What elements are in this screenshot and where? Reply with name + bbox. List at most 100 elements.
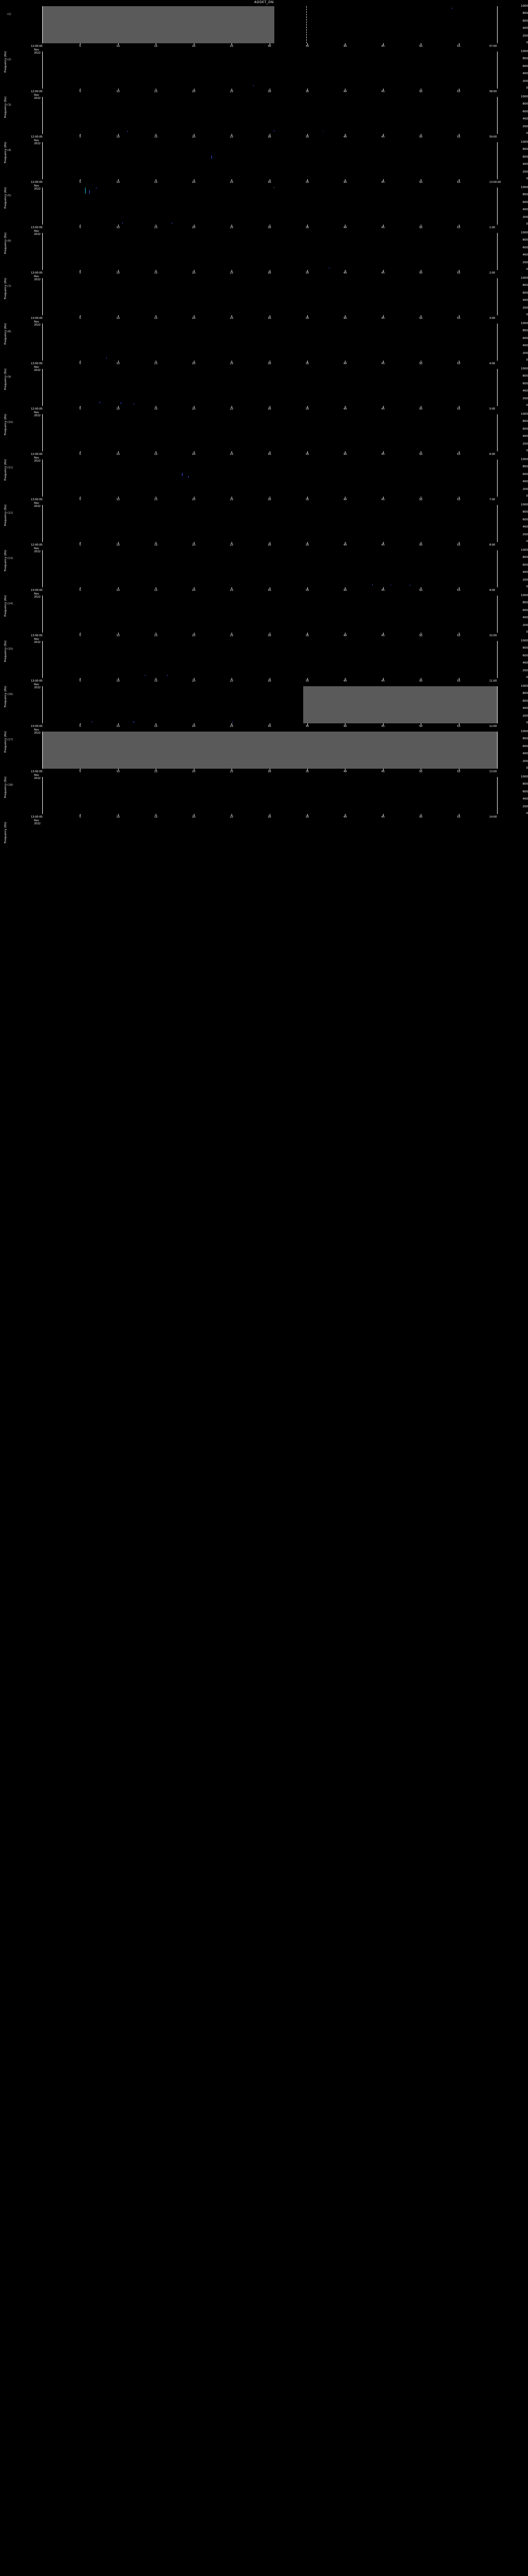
y-tick-minor-right [497, 249, 498, 250]
date-line: Nov [34, 502, 39, 505]
x-tick-label: 15 [154, 725, 158, 728]
y-tick-label: 800 [522, 783, 528, 786]
y-tick-minor [42, 423, 43, 424]
x-axis-end-label: 58:00 [489, 90, 497, 93]
y-tick-minor-right [497, 665, 498, 666]
x-tick-label: 20 [192, 362, 195, 365]
spectrogram-panel[interactable]: (10) Frequency (Hz) 0 200 400 600 800 1000 5 10 15… [0, 413, 528, 481]
y-tick-minor-right [497, 357, 498, 358]
y-tick-minor-right [497, 750, 498, 751]
y-tick-minor [42, 340, 43, 341]
spectrogram-panel[interactable]: (3) Frequency (Hz) 0 200 400 600 800 1000 5 10 15 2… [0, 95, 528, 163]
y-tick [42, 405, 43, 406]
y-tick-minor-right [497, 340, 498, 341]
x-tick-label: 40 [343, 226, 347, 229]
plot-area[interactable] [42, 278, 498, 315]
x-tick [118, 179, 119, 181]
x-tick-label: 40 [343, 634, 347, 637]
y-tick-label: 600 [522, 291, 528, 295]
y-tick-label: 600 [522, 336, 528, 340]
plot-area[interactable] [42, 188, 498, 225]
x-tick-label: 55 [457, 226, 460, 229]
y-tick-minor [42, 30, 43, 31]
y-tick [42, 66, 43, 67]
spectrogram-panel[interactable]: (5) Frequency (Hz) 0 200 400 600 800 1000 5 10 15 2… [0, 186, 528, 254]
spectrogram-panel[interactable]: (14) Frequency (Hz) 0 200 400 600 800 1000 5 10 15… [0, 594, 528, 662]
x-tick-label: 20 [192, 317, 195, 320]
spectrogram-panel[interactable]: (17) Frequency (Hz) 0 200 400 600 800 1000 5 10 15… [0, 730, 528, 798]
y-tick [42, 149, 43, 150]
y-tick-minor-right [497, 801, 498, 802]
plot-area[interactable] [42, 686, 498, 723]
plot-area[interactable] [42, 641, 498, 678]
x-axis-start-label: 13:00:00 [31, 362, 43, 365]
detection-mark [122, 222, 123, 224]
x-tick-label: 45 [381, 135, 385, 139]
y-tick-minor-right [497, 493, 498, 494]
plot-area[interactable] [42, 460, 498, 497]
date-line: 2022 [34, 505, 41, 508]
y-tick-minor [42, 657, 43, 658]
x-tick-label: 25 [229, 90, 234, 93]
x-axis-end-label: 11:00 [489, 680, 497, 683]
plot-area[interactable] [42, 414, 498, 451]
y-tick [42, 172, 43, 173]
plot-area[interactable] [42, 233, 498, 270]
y-tick-label: 400 [522, 253, 528, 257]
plot-area[interactable] [42, 505, 498, 542]
spectrogram-panel[interactable]: (2) Frequency (Hz) 0 200 400 600 800 1000 5 10 15 2… [0, 50, 528, 118]
plot-area[interactable] [42, 6, 498, 43]
panel-index-label: (18) [7, 783, 13, 787]
x-tick-label: 15 [154, 45, 158, 48]
y-tick-label: 600 [522, 790, 528, 793]
plot-area[interactable] [42, 369, 498, 406]
y-tick-label: 800 [522, 329, 528, 333]
x-tick-label: 25 [229, 770, 234, 773]
plot-area[interactable] [42, 52, 498, 89]
spectrogram-panel[interactable]: (18) Frequency (Hz) 0 200 400 600 800 1000 5 10 15… [0, 775, 528, 843]
y-tick-minor [42, 621, 43, 622]
plot-area[interactable] [42, 142, 498, 179]
spectrogram-panel[interactable]: (13) Frequency (Hz) 0 200 400 600 800 1000 5 10 15… [0, 549, 528, 617]
y-tick-minor [42, 177, 43, 178]
spectrogram-panel[interactable]: (15) Frequency (Hz) 0 200 400 600 800 1000 5 10 15… [0, 639, 528, 707]
y-tick-label: 400 [522, 344, 528, 348]
y-tick-label: 1000 [521, 730, 528, 733]
plot-area[interactable] [42, 732, 498, 769]
y-tick [42, 677, 43, 678]
y-tick-minor-right [497, 115, 498, 116]
plot-area[interactable] [42, 324, 498, 361]
spectrogram-panel[interactable]: (4) Frequency (Hz) 0 200 400 600 800 1000 5 10 15 2… [0, 141, 528, 209]
spectrogram-panel[interactable]: (11) Frequency (Hz) 0 200 400 600 800 1000 5 10 15… [0, 458, 528, 526]
y-tick-label: 1000 [521, 594, 528, 597]
plot-area[interactable] [42, 550, 498, 587]
spectrogram-panel[interactable]: (16) Frequency (Hz) 0 200 400 600 800 1000 5 10 15… [0, 685, 528, 753]
x-tick-label: 55 [457, 135, 460, 139]
spectrogram-panel[interactable]: (12) Frequency (Hz) 0 200 400 600 800 1000 5 10 15… [0, 503, 528, 571]
spectrogram-panel[interactable]: (8) Frequency (Hz) 0 200 400 600 800 1000 5 10 15 2… [0, 322, 528, 390]
y-tick [42, 224, 43, 225]
x-tick-label: 10 [116, 634, 120, 637]
y-tick [42, 799, 43, 800]
spectrogram-panel[interactable]: (7) Frequency (Hz) 0 200 400 600 800 1000 5 10 15 2… [0, 277, 528, 345]
y-tick-label: 0 [526, 313, 528, 316]
plot-area[interactable] [42, 97, 498, 134]
x-tick-label: 20 [192, 226, 195, 229]
x-tick [307, 43, 308, 45]
y-tick-label: 1000 [521, 322, 528, 325]
y-tick [42, 414, 43, 415]
x-tick-label: 40 [343, 45, 347, 48]
y-tick [42, 376, 43, 377]
plot-area[interactable] [42, 596, 498, 633]
spectrogram-panel[interactable]: (1) Frequency (Hz) 0 200 400 600 800 1000 5 10 15 2… [0, 5, 528, 73]
y-tick-minor [42, 536, 43, 537]
plot-area[interactable] [42, 777, 498, 814]
x-tick-label: 40 [343, 498, 347, 501]
spectrogram-panel[interactable]: (6) Frequency (Hz) 0 200 400 600 800 1000 5 10 15 2… [0, 231, 528, 299]
x-tick-label: 10 [116, 816, 120, 819]
x-tick-label: 15 [154, 544, 158, 547]
spectrogram-panel[interactable]: (9) Frequency (Hz) 0 200 400 600 800 1000 5 10 15 2… [0, 367, 528, 435]
y-tick-label: 600 [522, 563, 528, 567]
x-tick-label: 55 [457, 408, 460, 411]
y-tick-label: 0 [526, 449, 528, 452]
